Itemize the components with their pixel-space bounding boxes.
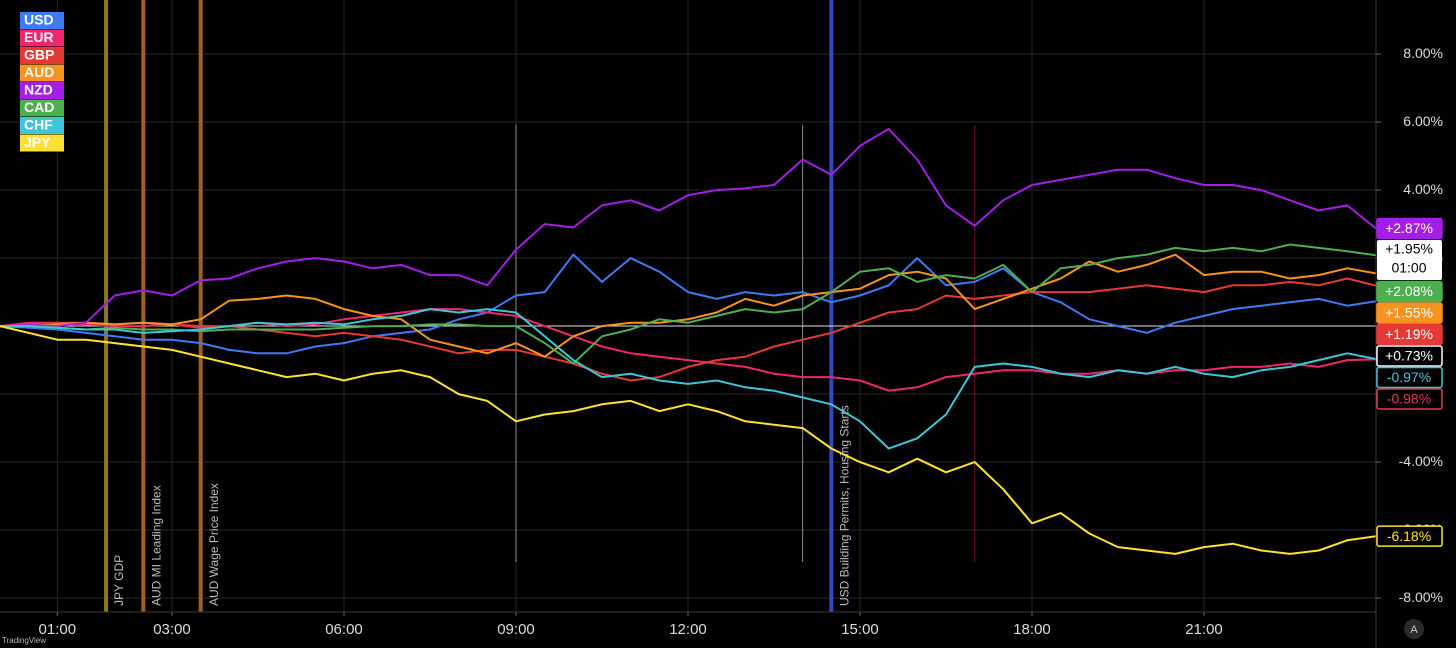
legend-label: CHF (24, 117, 53, 133)
last-value-label: +1.19% (1385, 326, 1433, 342)
legend-swatch (20, 12, 64, 29)
x-tick-label: 21:00 (1185, 621, 1223, 638)
last-value-badge (1376, 525, 1443, 547)
last-value-label: +2.08% (1385, 283, 1433, 299)
legend-label: CAD (24, 99, 54, 115)
legend-label: USD (24, 12, 54, 28)
last-value-label: -6.18% (1387, 528, 1431, 544)
event-label: AUD Wage Price Index (207, 483, 221, 606)
legend-label: GBP (24, 47, 54, 63)
y-tick-label: 6.00% (1403, 113, 1443, 129)
last-value-label: +0.73% (1385, 348, 1433, 364)
last-value-badge (1376, 345, 1443, 367)
x-tick-label: 03:00 (153, 621, 191, 638)
legend-label: NZD (24, 82, 53, 98)
autoscale-label[interactable]: A (1410, 624, 1418, 636)
autoscale-circle[interactable] (1404, 619, 1424, 639)
x-tick-label: 18:00 (1013, 621, 1051, 638)
last-value-label: -0.98% (1387, 391, 1431, 407)
x-tick-label: 06:00 (325, 621, 363, 638)
plot (0, 127, 1376, 555)
x-tick-label: 12:00 (669, 621, 707, 638)
brand: TradingView (2, 636, 46, 645)
last-value-badge (1376, 280, 1443, 303)
price-badge-countdown: 01:00 (1391, 260, 1426, 276)
series-line (0, 253, 1376, 358)
last-value-badge (1376, 366, 1443, 389)
series-line (0, 325, 1376, 555)
series-line (0, 127, 1376, 328)
x-tick-label: 15:00 (841, 621, 879, 638)
last-value-badge (1376, 323, 1443, 346)
last-value-badge (1376, 388, 1443, 410)
x-tick-label: 01:00 (39, 621, 77, 638)
last-value-label: +2.87% (1385, 220, 1433, 236)
legend-swatch (20, 82, 64, 99)
legend-label: JPY (24, 134, 51, 150)
price-badge-label: +1.95% (1385, 241, 1433, 257)
series-line (0, 308, 1376, 450)
event-label: JPY GDP (112, 555, 126, 606)
last-value-badge (1376, 217, 1443, 240)
legend-label: AUD (24, 64, 54, 80)
legend-swatch (20, 47, 64, 64)
legend-swatch (20, 64, 64, 82)
legend-swatch (20, 117, 64, 134)
price-badge (1377, 239, 1442, 280)
legend-swatch (20, 134, 64, 152)
event-label: AUD MI Leading Index (150, 485, 164, 606)
x-tick-label: 09:00 (497, 621, 535, 638)
last-value-label: -0.97% (1387, 369, 1431, 385)
y-tick-label: 4.00% (1403, 181, 1443, 197)
series-line (0, 243, 1376, 365)
legend-label: EUR (24, 29, 54, 45)
autoscale-button[interactable]: A (1404, 619, 1424, 639)
series-line (0, 253, 1376, 355)
y-tick-label: -4.00% (1399, 453, 1443, 469)
last-value-label: +1.55% (1385, 305, 1433, 321)
legend-swatch (20, 99, 64, 117)
y-tick-label: 8.00% (1403, 45, 1443, 61)
events: JPY GDP AUD MI Leading Index AUD Wage Pric… (104, 0, 976, 612)
last-value-badge (1376, 302, 1443, 324)
legend-swatch (20, 29, 64, 47)
event-label: USD Building Permits, Housing Starts (838, 405, 852, 606)
y-tick-label: -8.00% (1399, 589, 1443, 605)
badges: +0.73% -0.98% +1.19% +1.55% +2.87% +2.08% -0.9… (1376, 217, 1443, 547)
